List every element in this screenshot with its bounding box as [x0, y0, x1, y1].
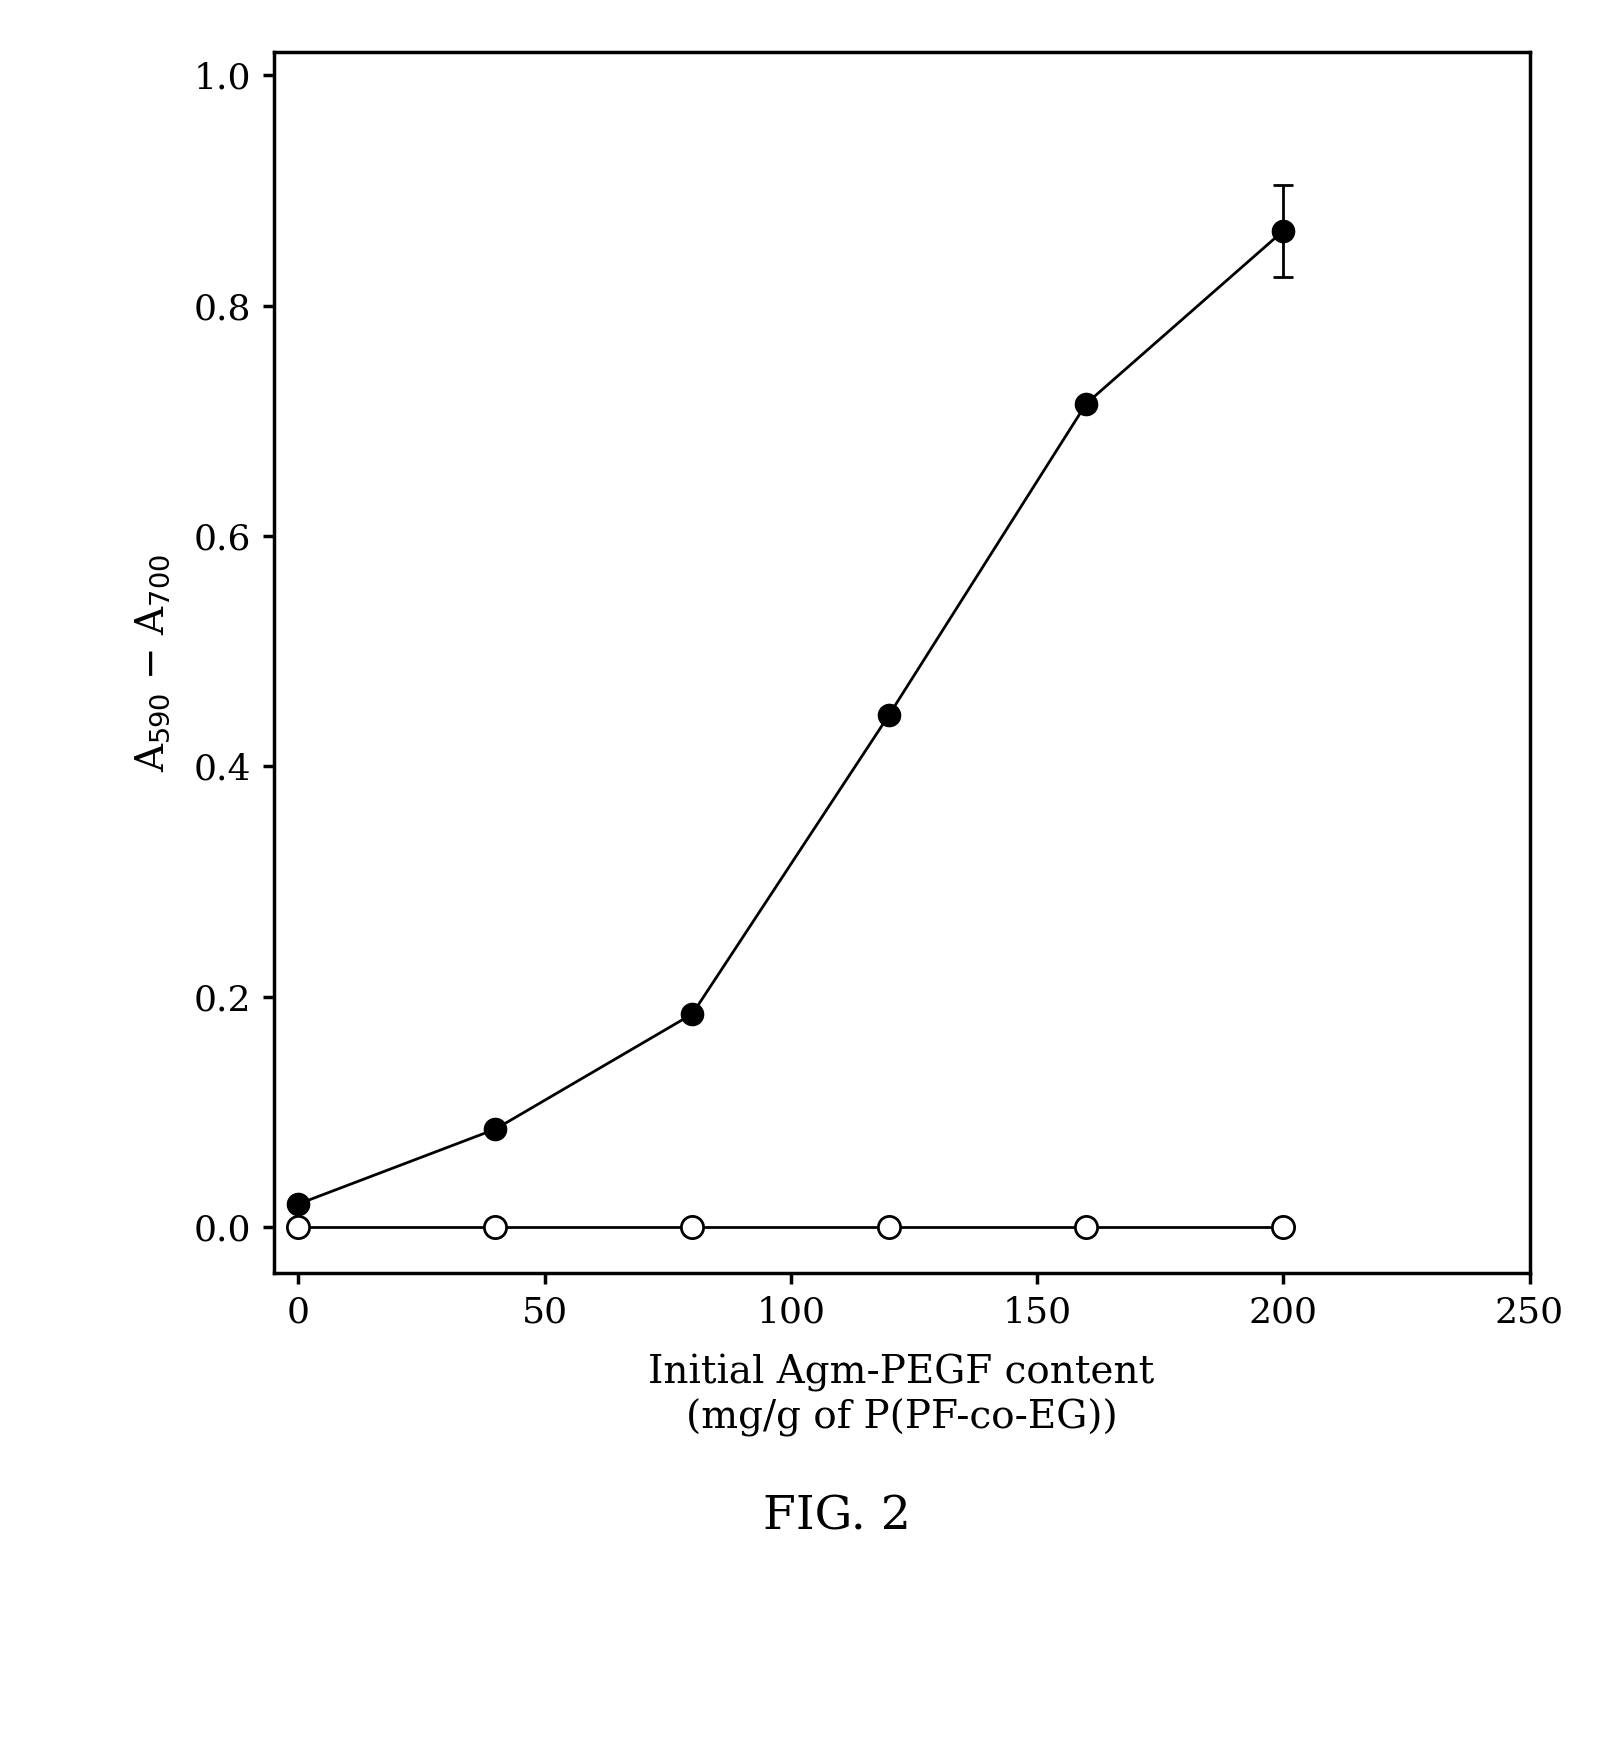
Y-axis label: A$_{590}$ $-$ A$_{700}$: A$_{590}$ $-$ A$_{700}$	[134, 553, 172, 773]
Text: FIG. 2: FIG. 2	[763, 1495, 911, 1540]
X-axis label: Initial Agm-PEGF content
(mg/g of P(PF-co-EG)): Initial Agm-PEGF content (mg/g of P(PF-c…	[649, 1355, 1154, 1437]
